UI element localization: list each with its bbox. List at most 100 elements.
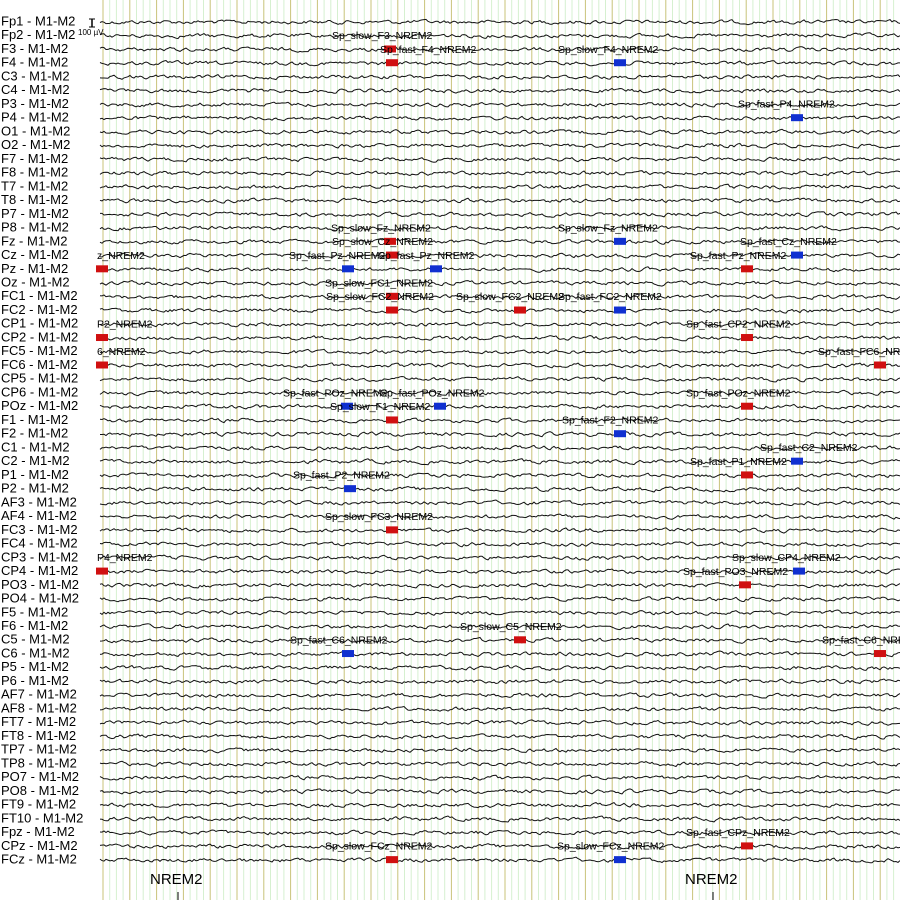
channel-label: Fp1 - M1-M2 [1, 13, 75, 28]
annotation-marker [793, 567, 805, 575]
annotation-label: z_NREM2 [97, 250, 145, 262]
annotation-marker [741, 265, 753, 273]
channel-label: Pz - M1-M2 [1, 261, 68, 276]
channel-label: TP8 - M1-M2 [1, 755, 77, 770]
channel-label: CPz - M1-M2 [1, 838, 78, 853]
annotation-marker [386, 306, 398, 314]
annotation-label: Sp_fast_C6_NREM2 [290, 635, 388, 647]
channel-label: P8 - M1-M2 [1, 220, 69, 235]
annotation-label: Sp_slow_FC1_NREM2 [325, 277, 433, 289]
eeg-trace [99, 362, 900, 369]
channel-label: P5 - M1-M2 [1, 659, 69, 674]
channel-label: T8 - M1-M2 [1, 192, 68, 207]
channel-label: C1 - M1-M2 [1, 439, 70, 454]
annotation-label: Sp_slow_Fz_NREM2 [558, 222, 658, 234]
channel-label: CP2 - M1-M2 [1, 329, 78, 344]
eeg-trace [99, 115, 900, 122]
annotation-label: Sp_fast_POz_NREM2 [283, 387, 388, 399]
eeg-trace [99, 101, 900, 108]
eeg-trace [99, 609, 900, 616]
annotation-marker [614, 59, 626, 67]
eeg-trace [99, 774, 900, 781]
stage-label: NREM2 [685, 871, 738, 888]
eeg-trace [99, 18, 900, 26]
eeg-trace [99, 472, 900, 479]
eeg-trace [99, 527, 900, 534]
annotation-marker [791, 114, 803, 122]
eeg-trace [99, 142, 900, 150]
channel-label: PO4 - M1-M2 [1, 591, 79, 606]
channel-label: Oz - M1-M2 [1, 274, 70, 289]
annotation-label: Sp_slow_FCz_NREM2 [325, 841, 433, 853]
channel-label: PO7 - M1-M2 [1, 769, 79, 784]
annotation-marker [614, 856, 626, 864]
channel-label: F4 - M1-M2 [1, 55, 68, 70]
eeg-trace [99, 705, 900, 712]
channel-label: FT9 - M1-M2 [1, 797, 76, 812]
eeg-trace [99, 444, 900, 451]
channel-label: P3 - M1-M2 [1, 96, 69, 111]
annotation-marker [386, 526, 398, 534]
channel-label: CP1 - M1-M2 [1, 316, 78, 331]
annotation-label: 6_NREM2 [97, 346, 146, 358]
channel-label: F8 - M1-M2 [1, 165, 68, 180]
channel-label: P7 - M1-M2 [1, 206, 69, 221]
annotation-label: Sp_slow_Cz_NREM2 [332, 236, 433, 248]
annotation-label: Sp_fast_POz_NREM2 [686, 387, 791, 399]
channel-label: TP7 - M1-M2 [1, 742, 77, 757]
eeg-trace [99, 252, 900, 259]
channel-label: FC5 - M1-M2 [1, 343, 78, 358]
annotation-marker [741, 334, 753, 342]
channel-label: F2 - M1-M2 [1, 426, 68, 441]
channel-label: F5 - M1-M2 [1, 604, 68, 619]
channel-label: FC3 - M1-M2 [1, 522, 78, 537]
annotation-marker [386, 856, 398, 864]
channel-label: Cz - M1-M2 [1, 247, 69, 262]
annotation-marker [342, 265, 354, 273]
annotation-marker [344, 485, 356, 493]
channel-label: PO3 - M1-M2 [1, 577, 79, 592]
annotations: Sp_slow_F3_NREM2 Sp_fast_F4_NREM2 Sp_slow_… [96, 30, 900, 864]
annotation-label: Sp_slow_FCz_NREM2 [557, 841, 665, 853]
eeg-trace [99, 815, 900, 823]
annotation-marker [741, 471, 753, 479]
channel-label: FT10 - M1-M2 [1, 810, 83, 825]
eeg-trace [100, 431, 900, 438]
channel-label: CP3 - M1-M2 [1, 549, 78, 564]
eeg-trace [99, 224, 900, 232]
annotation-marker [384, 45, 396, 53]
annotation-label: Sp_fast_PO3_NREM2 [683, 566, 788, 578]
eeg-trace [99, 128, 900, 136]
annotation-label: Sp_slow_C5_NREM2 [460, 621, 562, 633]
annotation-marker [96, 361, 108, 369]
annotation-marker [386, 292, 398, 300]
channel-label: C2 - M1-M2 [1, 453, 70, 468]
eeg-trace [99, 156, 900, 163]
eeg-trace [99, 59, 900, 67]
channel-label: POz - M1-M2 [1, 398, 78, 413]
channel-label: FT7 - M1-M2 [1, 714, 76, 729]
annotation-label: P2_NREM2 [97, 319, 153, 331]
annotation-marker [741, 402, 753, 410]
channel-label: P2 - M1-M2 [1, 481, 69, 496]
eeg-trace [99, 46, 900, 53]
annotation-marker [791, 251, 803, 259]
annotation-label: Sp_slow_Fz_NREM2 [331, 222, 431, 234]
label-panel [0, 0, 98, 900]
channel-label: CP6 - M1-M2 [1, 384, 78, 399]
annotation-label: Sp_fast_P2_NREM2 [293, 470, 390, 482]
annotation-label: Sp_fast_CP2_NREM2 [686, 319, 791, 331]
channel-label: T7 - M1-M2 [1, 178, 68, 193]
channel-label: P1 - M1-M2 [1, 467, 69, 482]
annotation-label: Sp_fast_Pz_NREM2 [378, 250, 474, 262]
eeg-trace [99, 403, 900, 410]
channel-label: AF7 - M1-M2 [1, 687, 77, 702]
channel-label: C4 - M1-M2 [1, 82, 70, 97]
traces [99, 18, 900, 864]
channel-label: AF3 - M1-M2 [1, 494, 77, 509]
annotation-marker [386, 251, 398, 259]
annotation-label: Sp_fast_Cz_NREM2 [740, 236, 837, 248]
annotation-marker [614, 237, 626, 245]
eeg-trace [99, 719, 900, 726]
